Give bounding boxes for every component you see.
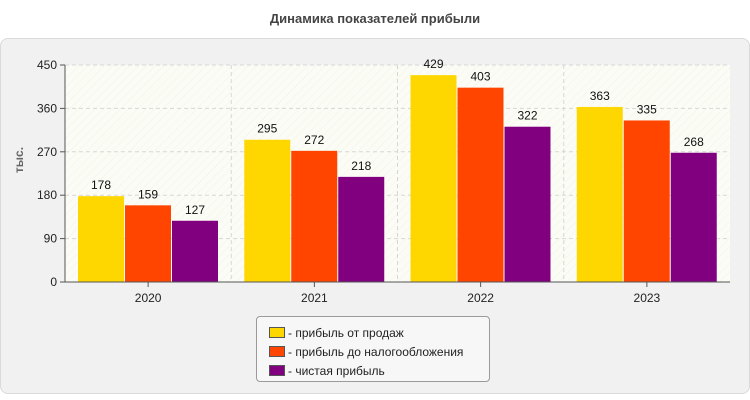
x-tick-label: 2021 [301,291,328,305]
y-tick-label: 0 [50,275,57,289]
bar [623,120,670,282]
chart-title: Динамика показателей прибыли [269,11,481,26]
data-label: 363 [590,89,610,103]
y-tick-label: 180 [37,188,57,202]
bar [291,150,338,282]
y-axis-label: тыс. [12,147,26,173]
bar [172,220,218,282]
y-tick-label: 360 [37,101,57,115]
data-label: 127 [185,203,205,217]
data-label: 295 [257,122,277,136]
bar [576,106,623,282]
y-tick-label: 270 [37,145,57,159]
data-label: 335 [637,102,657,116]
legend-item: - чистая прибыль [269,361,489,380]
data-label: 178 [91,178,111,192]
x-tick-label: 2022 [467,291,494,305]
data-label: 268 [684,135,704,149]
data-label: 429 [423,57,443,71]
legend-label: - чистая прибыль [288,363,385,378]
bar [504,126,551,282]
legend-swatch [269,327,285,338]
x-tick-label: 2023 [634,291,661,305]
bar [410,75,457,282]
legend-swatch [269,365,285,376]
chart-legend: - прибыль от продаж - прибыль до налогоо… [256,316,490,382]
legend-swatch [269,346,285,357]
x-tick-label: 2020 [135,291,162,305]
data-label: 272 [304,133,324,147]
data-label: 403 [470,70,490,84]
legend-item: - прибыль до налогообложения [269,342,489,361]
bar [457,87,504,282]
legend-label: - прибыль от продаж [288,325,404,340]
data-label: 322 [517,109,537,123]
bar [338,176,385,282]
y-tick-label: 450 [37,58,57,72]
bar [670,152,717,282]
data-label: 218 [351,159,371,173]
data-label: 159 [138,187,158,201]
y-tick-label: 90 [44,232,58,246]
bar [244,139,291,282]
legend-item: - прибыль от продаж [269,323,489,342]
bar [78,196,124,282]
legend-label: - прибыль до налогообложения [288,344,464,359]
bar [125,205,171,282]
